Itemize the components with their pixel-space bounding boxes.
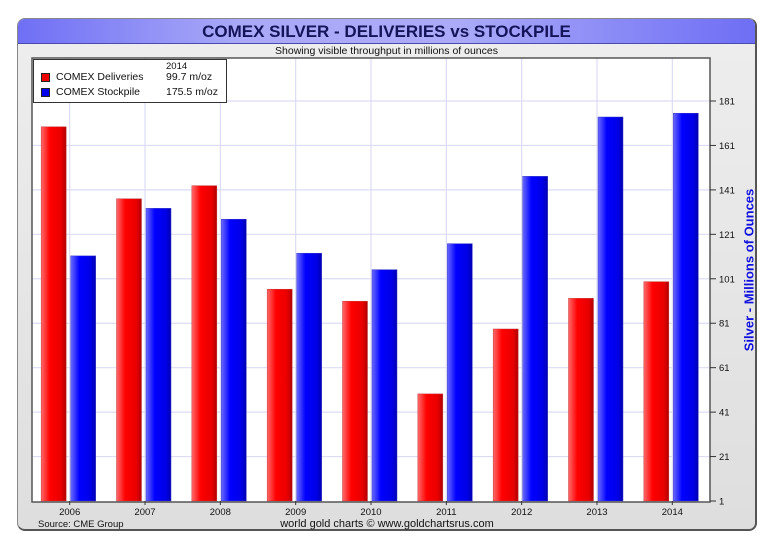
legend-swatch-blue (41, 88, 50, 97)
y-tick-label: 1 (719, 497, 724, 508)
legend-label: COMEX Deliveries (56, 71, 144, 83)
bar-stockpile (70, 255, 96, 502)
bar-deliveries (40, 126, 67, 502)
gridlines (32, 58, 710, 501)
x-tick-label: 2008 (210, 507, 231, 518)
x-tick-label: 2006 (59, 507, 80, 518)
bar-deliveries (116, 198, 142, 502)
chart-header: COMEX SILVER - DELIVERIES vs STOCKPILE (18, 19, 755, 44)
bar-stockpile (371, 269, 398, 502)
legend-value: 175.5 m/oz (166, 86, 218, 98)
bar-stockpile (673, 112, 699, 502)
bar-deliveries (492, 328, 519, 502)
x-tick-label: 2014 (662, 507, 683, 518)
bar-deliveries (191, 185, 218, 502)
bar-stockpile (447, 243, 473, 502)
legend-label: COMEX Stockpile (56, 86, 141, 98)
bar-deliveries (342, 300, 368, 502)
legend-value: 99.7 m/oz (166, 71, 213, 83)
bar-deliveries (568, 298, 594, 502)
y-tick-label: 81 (719, 319, 730, 330)
legend-swatch-red (41, 73, 50, 82)
bar-stockpile (145, 208, 172, 502)
y-tick-label: 41 (719, 408, 730, 419)
chart-subtitle: Showing visible throughput in millions o… (275, 45, 498, 57)
y-tick-label: 161 (719, 141, 735, 152)
bar-deliveries (417, 393, 444, 502)
y-tick-label: 121 (719, 230, 735, 241)
x-tick-label: 2009 (285, 507, 306, 518)
source-note: Source: CME Group (38, 519, 124, 530)
x-axis: 2006 2007 2008 2009 2010 2011 2012 2013 2014 (59, 501, 683, 518)
y-tick-label: 141 (719, 185, 735, 196)
x-tick-label: 2011 (436, 507, 456, 518)
credit-note: world gold charts © www.goldchartsrus.co… (280, 518, 494, 530)
bar-stockpile (221, 218, 247, 502)
bars (40, 112, 699, 502)
x-tick-label: 2013 (586, 507, 607, 518)
x-tick-label: 2010 (360, 507, 381, 518)
legend: 2014 COMEX Deliveries 99.7 m/oz COMEX St… (33, 59, 227, 103)
y-tick-label: 101 (719, 274, 735, 285)
bar-stockpile (522, 176, 548, 502)
y-axis-label: Silver - Millions of Ounces (741, 188, 757, 352)
chart-title: COMEX SILVER - DELIVERIES vs STOCKPILE (202, 22, 571, 41)
bar-stockpile (597, 116, 624, 502)
bar-deliveries (266, 288, 293, 502)
x-tick-label: 2012 (511, 507, 532, 518)
bar-deliveries (643, 281, 670, 502)
y-tick-label: 61 (719, 363, 730, 374)
x-tick-label: 2007 (134, 507, 155, 518)
y-tick-label: 21 (719, 452, 730, 463)
legend-year: 2014 (166, 61, 188, 72)
bar-stockpile (296, 252, 322, 502)
y-tick-label: 181 (719, 97, 735, 108)
